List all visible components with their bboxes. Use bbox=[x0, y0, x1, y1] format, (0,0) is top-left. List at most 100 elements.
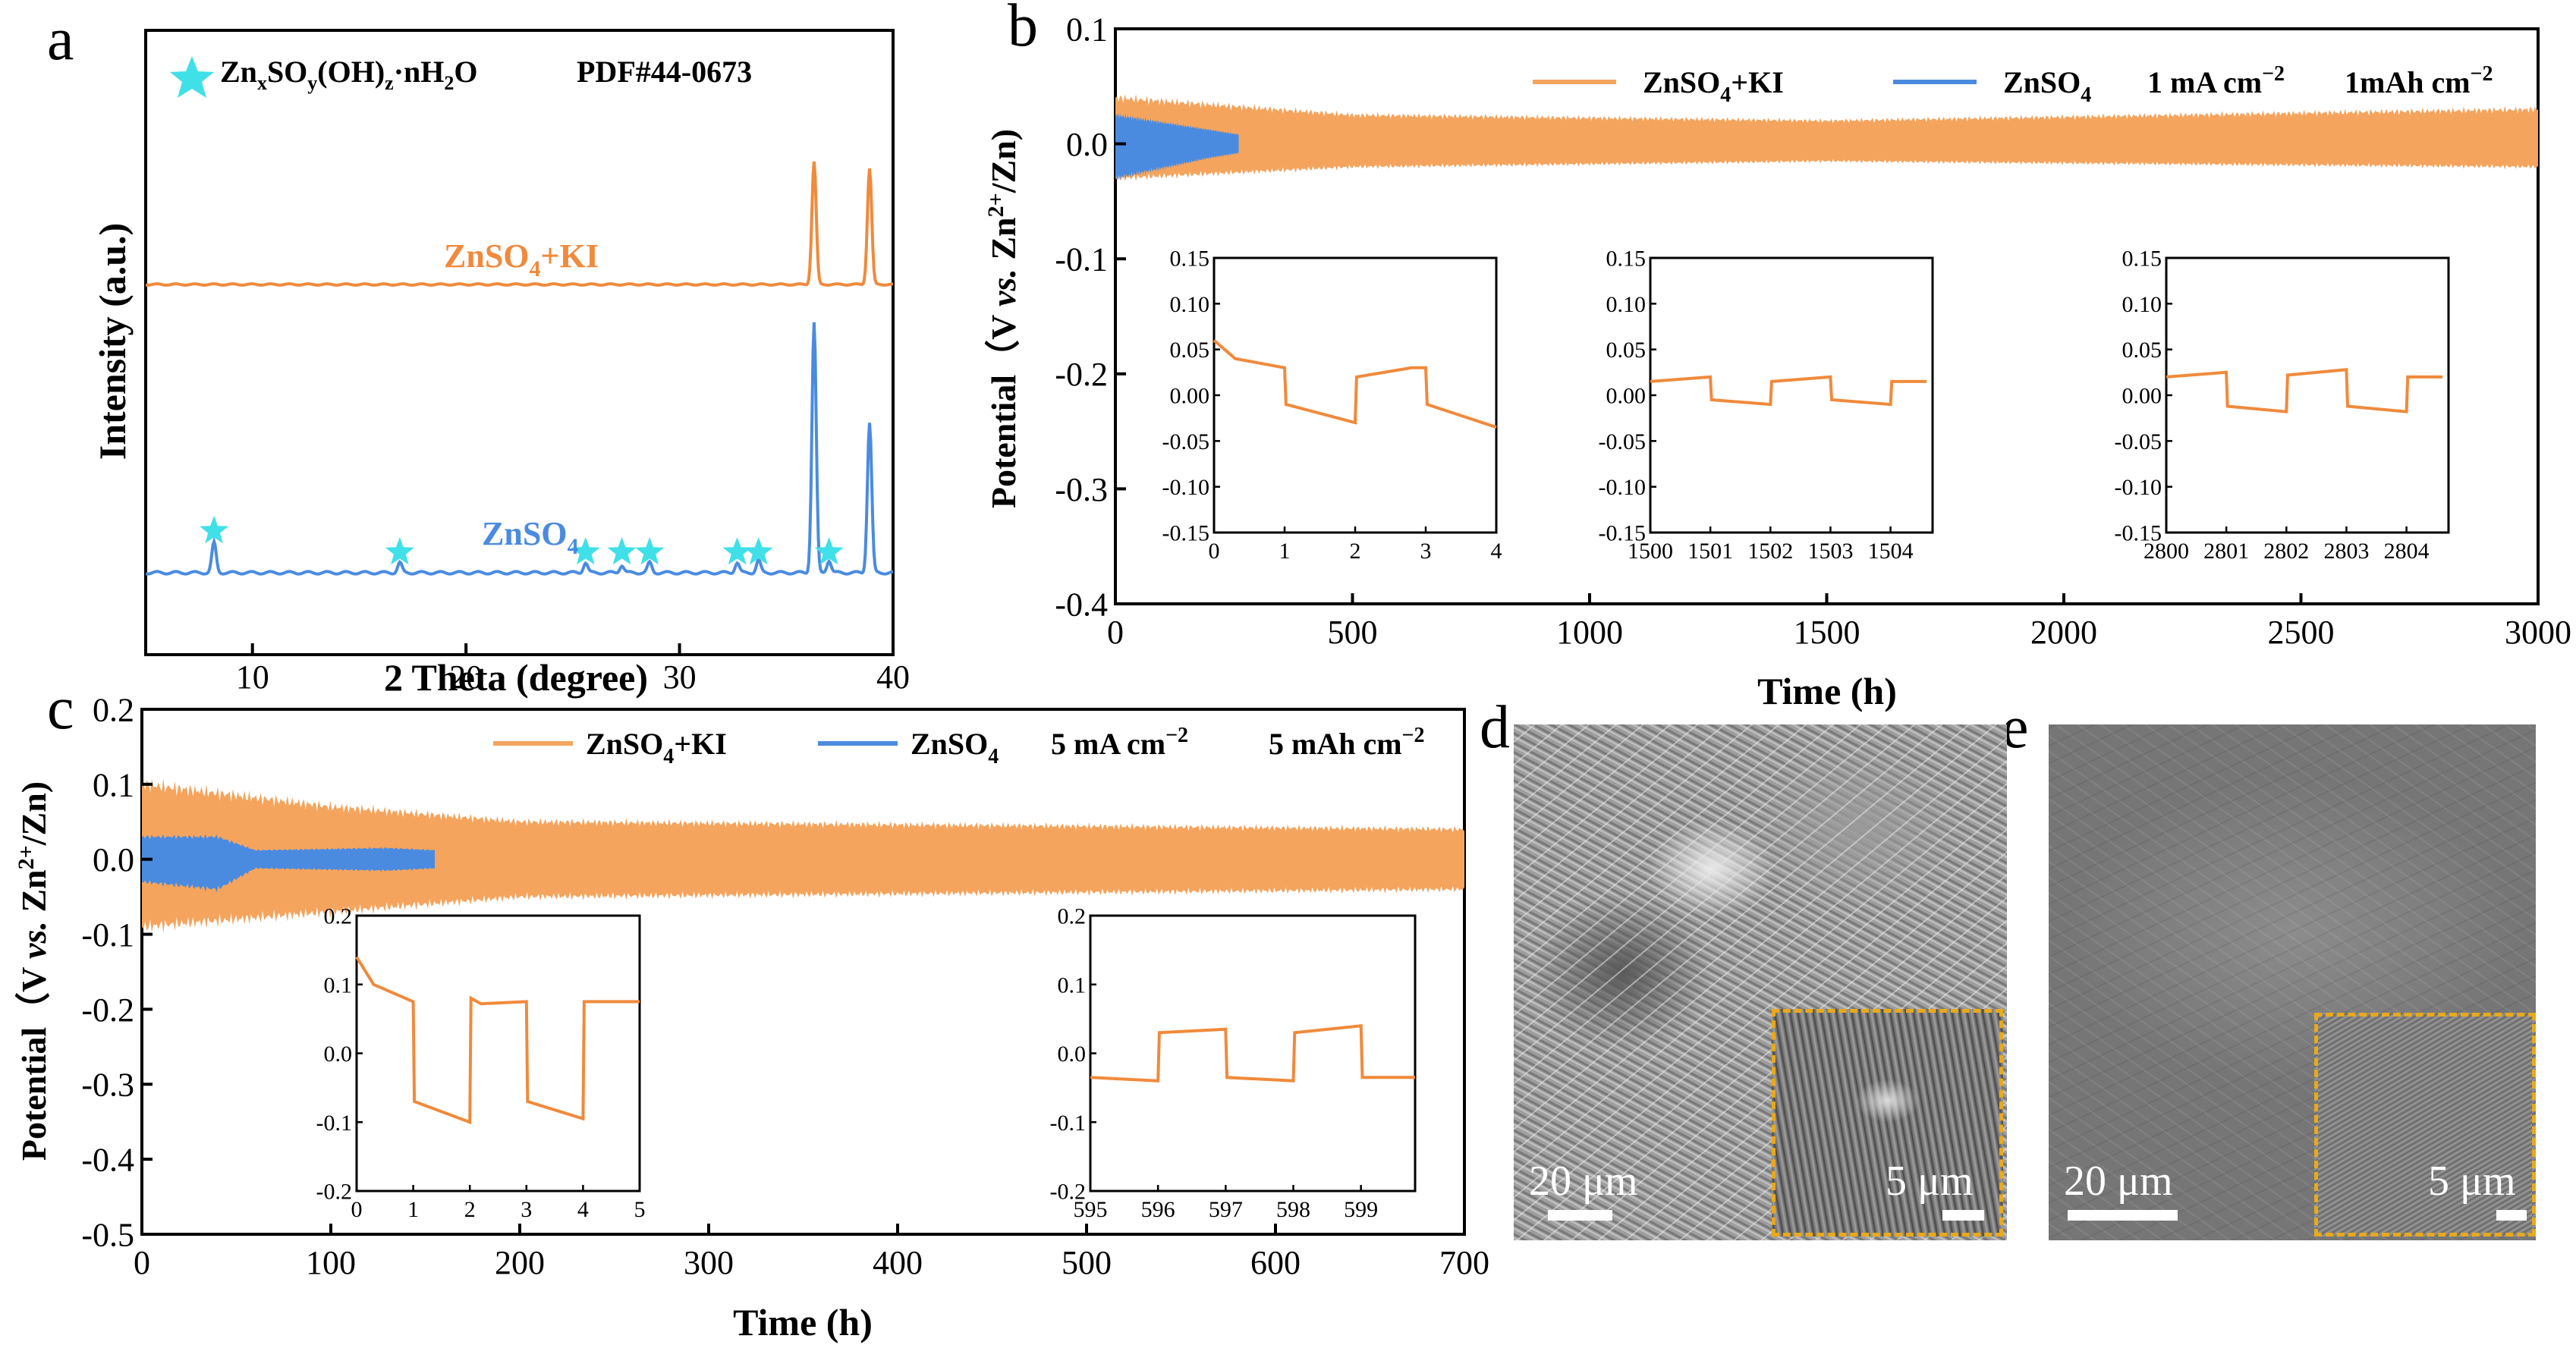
inset-y-tick-label: 0.00 bbox=[1606, 384, 1647, 409]
panel-c-xlabel: Time (h) bbox=[733, 1301, 873, 1343]
legend-pdf-card: PDF#44-0673 bbox=[577, 55, 752, 89]
panel-label-b: b bbox=[1008, 0, 1038, 59]
inset-y-tick-label: -0.05 bbox=[1599, 429, 1647, 454]
panel-c-insets: 0.20.10.0-0.1-0.20 1 2 3 4 50.20.10.0-0.1-0.2… bbox=[316, 904, 1417, 1222]
cycling-band-znso4 bbox=[1115, 113, 1239, 181]
panel-b-y-ticks: 0.1 0.0 -0.1 -0.2 -0.3 -0.4 bbox=[1055, 11, 1126, 623]
trace-label-znso4-ki: ZnSO4+KI bbox=[444, 237, 599, 281]
inset-y-tick-label: -0.10 bbox=[1162, 475, 1210, 500]
inset-x-tick-label: 5 bbox=[634, 1197, 646, 1222]
inset-x-tick-label: 2802 bbox=[2263, 539, 2309, 564]
panel-c-y-ticks: 0.2 0.1 0.0 -0.1 -0.2 -0.3 -0.4 -0.5 bbox=[81, 691, 153, 1253]
inset-x-tick-label: 2801 bbox=[2203, 539, 2249, 564]
inset-voltage-trace bbox=[1213, 339, 1497, 429]
y-tick-label: -0.2 bbox=[1055, 356, 1108, 393]
y-tick-label: 0.1 bbox=[93, 766, 134, 803]
inset-y-tick-label: 0.10 bbox=[2122, 292, 2162, 317]
inset-x-tick-label: 598 bbox=[1276, 1197, 1310, 1222]
xrd-trace-znso4 bbox=[145, 322, 894, 576]
inset-x-tick-label: 1 bbox=[407, 1197, 419, 1222]
inset-frame bbox=[1649, 256, 1934, 534]
scale-bar-inset bbox=[1942, 1210, 1984, 1221]
star-marker-icon bbox=[744, 537, 773, 565]
y-tick-label: -0.3 bbox=[81, 1067, 134, 1104]
legend-label-znso4: ZnSO4 bbox=[2003, 65, 2091, 107]
cycling-band-znso4-ki bbox=[1115, 93, 2538, 181]
x-tick-label: 40 bbox=[876, 658, 910, 696]
panel-label-d: d bbox=[1480, 694, 1510, 761]
inset-y-tick-label: -0.10 bbox=[2115, 475, 2162, 500]
inset-x-tick-label: 597 bbox=[1209, 1197, 1243, 1222]
star-marker-icon bbox=[385, 537, 414, 565]
x-tick-label: 700 bbox=[1439, 1244, 1489, 1281]
x-tick-label: 2500 bbox=[2268, 614, 2335, 651]
inset-y-tick-label: 0.05 bbox=[1170, 338, 1210, 363]
condition-capacity: 1mAh cm−2 bbox=[2345, 62, 2493, 99]
cycling-band-znso4-ki bbox=[142, 778, 1464, 933]
cycling-band-znso4 bbox=[142, 834, 435, 892]
inset-x-tick-label: 2 bbox=[1350, 539, 1361, 564]
y-tick-label: -0.5 bbox=[81, 1216, 134, 1253]
panel-b-insets: 0.150.100.050.00-0.05-0.10-0.150 1 2 3 40.15… bbox=[1162, 247, 2450, 564]
x-tick-label: 0 bbox=[1107, 614, 1124, 651]
star-marker-icon bbox=[722, 537, 752, 565]
inset-x-tick-label: 4 bbox=[1491, 539, 1502, 564]
x-tick-label: 500 bbox=[1328, 614, 1378, 651]
inset-y-tick-label: -0.2 bbox=[316, 1180, 353, 1205]
panel-c-cycling-5ma: 0.20.10.0-0.1-0.2-0.3-0.4-0.5 0 100 200 300… bbox=[14, 691, 1489, 1343]
x-tick-label: 500 bbox=[1062, 1244, 1112, 1281]
legend-znxsoy-label: ZnxSOy(OH)z·nH2O bbox=[220, 55, 478, 94]
scale-bar-inset bbox=[2496, 1210, 2527, 1221]
sem-inset-znso4-ki bbox=[2314, 1013, 2536, 1237]
scale-bar-label-inset: 5 μm bbox=[2428, 1158, 2516, 1205]
inset-y-tick-label: 0.15 bbox=[1606, 247, 1647, 272]
inset-x-tick-label: 0 bbox=[1209, 539, 1220, 564]
inset-x-tick-label: 1501 bbox=[1687, 539, 1733, 564]
condition-current: 5 mA cm−2 bbox=[1051, 724, 1188, 761]
panel-a-xlabel: 2 Theta (degree) bbox=[384, 656, 648, 699]
inset-x-tick-label: 1503 bbox=[1807, 539, 1853, 564]
inset-x-tick-label: 1500 bbox=[1628, 539, 1673, 564]
y-tick-label: -0.4 bbox=[1055, 586, 1108, 623]
panel-a-xrd: ZnxSOy(OH)z·nH2O PDF#44-0673 ZnSO4+KI Zn… bbox=[91, 29, 910, 699]
star-marker-icon bbox=[814, 537, 844, 565]
inset-frame bbox=[355, 914, 641, 1193]
inset-y-tick-label: 0.05 bbox=[1606, 338, 1647, 363]
inset-x-tick-label: 3 bbox=[1420, 539, 1432, 564]
x-tick-label: 600 bbox=[1250, 1244, 1301, 1281]
panel-a-axes-frame bbox=[144, 29, 895, 656]
inset-y-tick-label: 0.10 bbox=[1170, 292, 1210, 317]
inset-x-tick-label: 595 bbox=[1074, 1197, 1108, 1222]
inset-y-tick-label: 0.15 bbox=[2122, 247, 2162, 272]
star-legend-icon bbox=[170, 56, 214, 98]
inset-y-tick-label: 0.0 bbox=[324, 1042, 353, 1067]
panel-c-x-ticks: 0 100 200 300 400 500 600 700 bbox=[134, 1224, 1489, 1281]
scale-bar-main bbox=[2068, 1210, 2178, 1221]
scale-bar-label-main: 20 μm bbox=[2064, 1158, 2173, 1205]
legend-label-znso4: ZnSO4 bbox=[911, 727, 999, 768]
inset-y-tick-label: -0.1 bbox=[316, 1111, 353, 1136]
legend-label-znso4-ki: ZnSO4+KI bbox=[1643, 65, 1784, 107]
inset-y-tick-label: 0.2 bbox=[324, 904, 353, 929]
inset-x-tick-label: 2804 bbox=[2384, 539, 2430, 564]
inset-plot: 0.15 0.10 0.05 0.00 -0.05 -0.10 -0.150 1 2 3 4 bbox=[1162, 247, 1502, 564]
inset-y-tick-label: -0.2 bbox=[1050, 1180, 1087, 1205]
inset-x-tick-label: 2800 bbox=[2144, 539, 2189, 564]
sem-inset-znso4 bbox=[1772, 1009, 2003, 1237]
inset-x-tick-label: 1502 bbox=[1747, 539, 1793, 564]
x-tick-label: 10 bbox=[236, 658, 269, 696]
inset-y-tick-label: -0.05 bbox=[1162, 429, 1210, 454]
inset-x-tick-label: 2803 bbox=[2323, 539, 2369, 564]
inset-x-tick-label: 4 bbox=[577, 1197, 589, 1222]
inset-voltage-trace bbox=[1090, 1023, 1415, 1083]
x-tick-label: 400 bbox=[873, 1244, 923, 1281]
x-tick-label: 100 bbox=[306, 1244, 356, 1281]
inset-voltage-trace bbox=[355, 956, 640, 1125]
sem-image-znso4: 20 μm 5 μm bbox=[1514, 724, 2007, 1240]
inset-x-tick-label: 0 bbox=[351, 1197, 363, 1222]
star-marker-icon bbox=[607, 537, 637, 565]
inset-y-tick-label: 0.1 bbox=[1058, 973, 1087, 998]
